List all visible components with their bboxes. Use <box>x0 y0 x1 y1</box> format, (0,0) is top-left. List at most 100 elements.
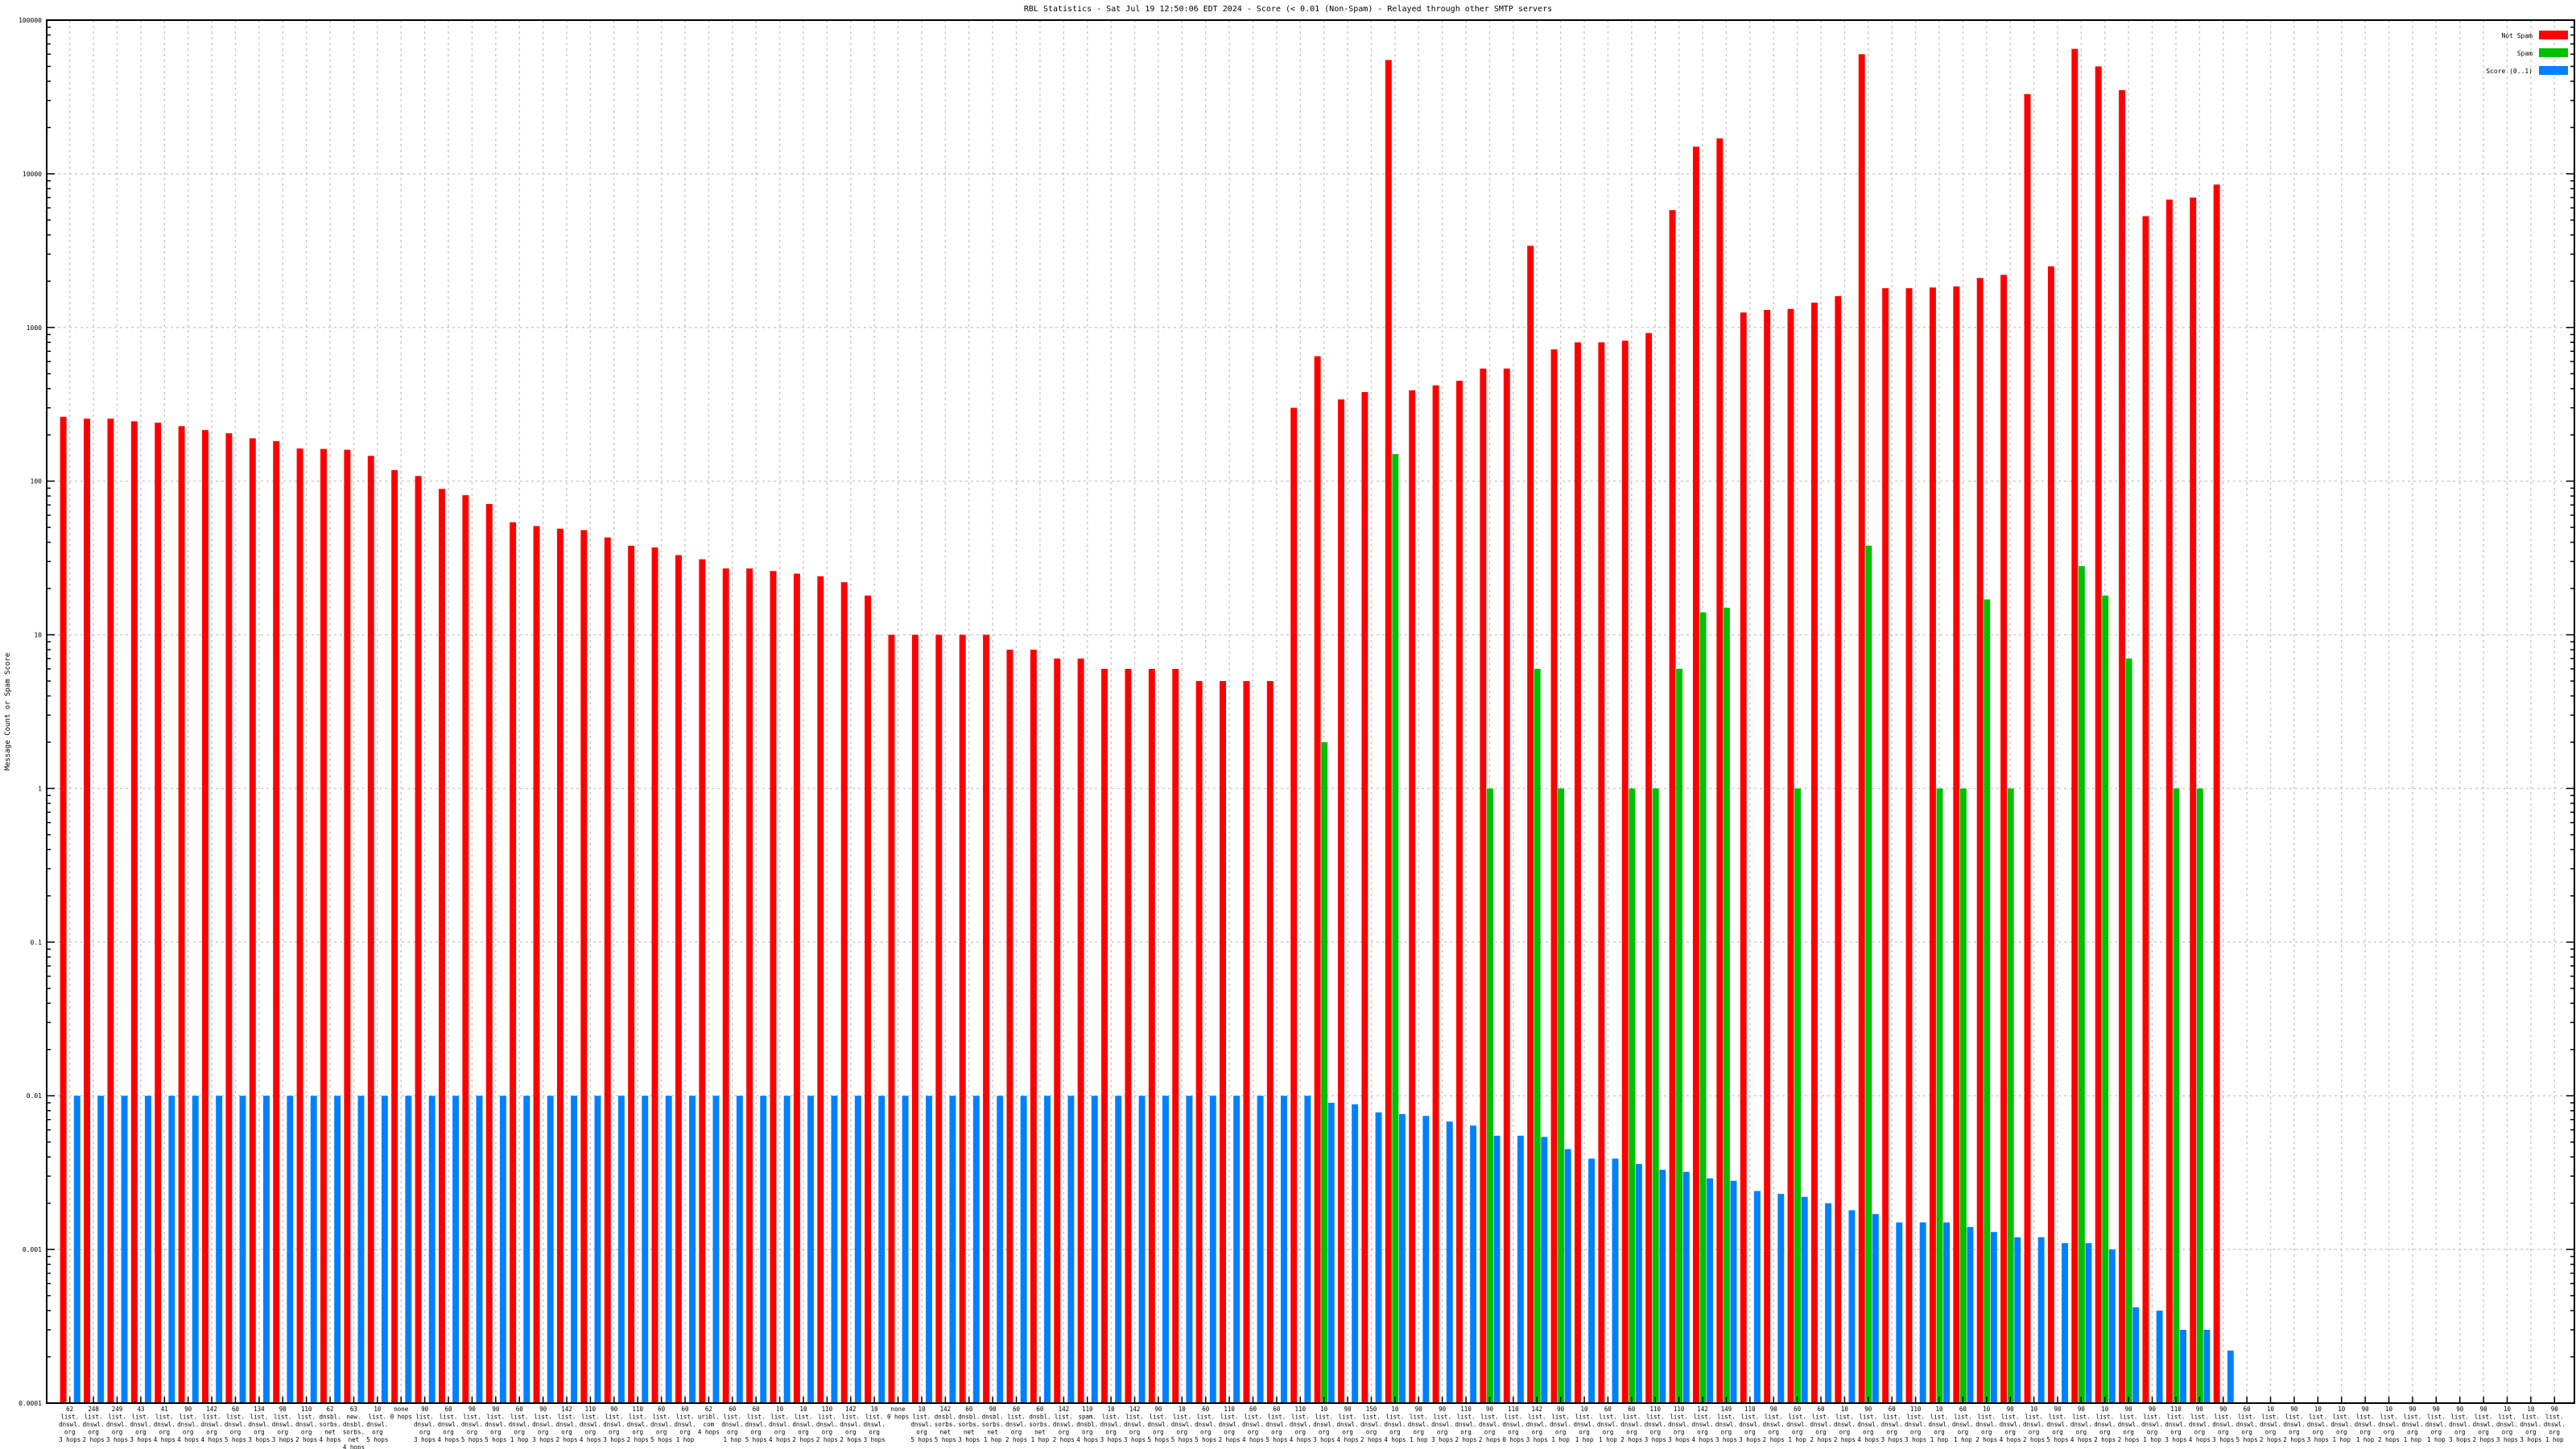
not-spam-bar <box>604 537 611 1403</box>
not-spam-bar <box>556 528 564 1403</box>
not-spam-bar <box>865 595 872 1403</box>
score-bar <box>1422 1116 1430 1403</box>
not-spam-bar <box>1172 668 1179 1403</box>
not-spam-bar <box>1621 341 1629 1404</box>
score-bar <box>1825 1203 1832 1403</box>
not-spam-bar <box>675 555 682 1403</box>
x-tick-label: 60 list. dnswl. org 5 hops <box>745 1406 767 1443</box>
spam-bar <box>1794 788 1802 1403</box>
spam-bar <box>2125 658 2132 1403</box>
not-spam-bar <box>1835 295 1842 1404</box>
score-bar <box>1209 1096 1216 1403</box>
x-tick-label: 90 list. dnswl. org 3 hops <box>1431 1406 1453 1443</box>
x-tick-label: 10 list. dnswl. org 2 hops <box>1975 1406 1997 1443</box>
score-bar <box>1707 1178 1714 1403</box>
x-tick-label: 60 list. dnswl. org 3 hops <box>1881 1406 1903 1443</box>
score-bar <box>1517 1135 1524 1403</box>
not-spam-bar <box>107 419 114 1403</box>
not-spam-bar <box>130 421 138 1404</box>
legend-swatch <box>2539 48 2568 57</box>
x-tick-label: 60 dnsbl. sorbs. net 1 hop <box>1029 1406 1051 1443</box>
x-tick-label: 10 list. dnswl. org 1 hop <box>1928 1406 1950 1443</box>
x-tick-label: 142 list. dnswl. org 2 hops <box>1053 1406 1075 1443</box>
score-bar <box>1919 1222 1926 1403</box>
not-spam-bar <box>2142 216 2149 1403</box>
score-bar <box>1848 1210 1856 1403</box>
not-spam-bar <box>888 634 895 1403</box>
not-spam-bar <box>438 489 445 1403</box>
y-tick-label: 0.001 <box>23 1246 42 1253</box>
x-tick-label: 60 list. dnswl. org 2 hops <box>1810 1406 1831 1443</box>
legend-label: Score (0..1) <box>2486 68 2533 75</box>
y-tick-label: 0.01 <box>27 1092 42 1100</box>
not-spam-bar <box>391 469 398 1403</box>
score-bar <box>287 1096 294 1403</box>
spam-bar <box>1676 668 1683 1403</box>
legend-swatch <box>2539 31 2568 39</box>
score-bar <box>1943 1222 1951 1403</box>
x-tick-label: 10 list. dnswl. org 4 hops <box>769 1406 791 1443</box>
x-tick-label: 110 list. dnswl. org 3 hops <box>1668 1406 1690 1443</box>
x-tick-label: 90 list. dnswl. org 5 hops <box>2046 1406 2068 1443</box>
not-spam-bar <box>793 573 800 1403</box>
y-tick-label: 10 <box>34 632 42 639</box>
score-bar <box>1682 1171 1690 1403</box>
score-bar <box>949 1096 956 1403</box>
score-bar <box>831 1096 838 1403</box>
x-tick-label: 10 list. dnswl. org 3 hops <box>864 1406 886 1443</box>
x-tick-label: 90 list. dnswl. org 1 hop <box>2544 1406 2566 1443</box>
not-spam-bar <box>1480 368 1487 1403</box>
score-bar <box>1091 1096 1098 1403</box>
not-spam-bar <box>1575 342 1581 1403</box>
x-tick-label: 142 list. dnswl. org 4 hops <box>201 1406 223 1443</box>
x-tick-label: 60 list. dnswl. org 1 hop <box>509 1406 530 1443</box>
score-bar <box>73 1096 80 1403</box>
x-tick-label: 60 list. dnswl. org 4 hops <box>437 1406 459 1443</box>
score-bar <box>1044 1096 1051 1403</box>
score-bar <box>689 1096 696 1403</box>
x-tick-label: 60 dnsbl. sorbs. net 3 hops <box>958 1406 980 1443</box>
spam-bar <box>2173 788 2180 1403</box>
x-tick-label: 10 list. dnswl. org 2 hops <box>2094 1406 2116 1443</box>
score-bar <box>1896 1222 1903 1403</box>
score-bar <box>642 1096 649 1403</box>
score-bar <box>783 1096 791 1403</box>
not-spam-bar <box>1148 668 1155 1403</box>
chart-title: RBL Statistics - Sat Jul 19 12:50:06 EDT… <box>1024 5 1552 14</box>
x-tick-label: 142 list. dnswl. org 3 hops <box>1124 1406 1146 1443</box>
x-tick-label: 110 list. dnswl. org 2 hops <box>1219 1406 1241 1443</box>
not-spam-bar <box>1125 668 1132 1403</box>
x-tick-label: 248 list. dnswl. org 2 hops <box>83 1406 105 1443</box>
x-tick-label: 149 list. dnswl. org 3 hops <box>1715 1406 1737 1443</box>
x-tick-label: 90 list. dnswl. org 3 hops <box>2212 1406 2234 1443</box>
not-spam-bar <box>840 582 848 1403</box>
x-tick-label: 249 list. dnswl. org 3 hops <box>106 1406 128 1443</box>
score-bar <box>381 1096 388 1403</box>
x-tick-label: 10 list. dnswl. org 3 hops <box>1100 1406 1122 1443</box>
not-spam-bar <box>2000 275 2008 1403</box>
x-tick-label: 110 list. dnswl. org 3 hops <box>1739 1406 1761 1443</box>
legend-label: Spam <box>2517 50 2533 57</box>
not-spam-bar <box>1101 668 1108 1403</box>
score-bar <box>1352 1104 1359 1403</box>
not-spam-bar <box>651 547 658 1403</box>
y-tick-label: 10000 <box>23 171 42 178</box>
not-spam-bar <box>2190 197 2197 1403</box>
not-spam-bar <box>2047 266 2054 1404</box>
x-tick-label: 90 dnsbl. sorbs. net 1 hop <box>982 1406 1004 1443</box>
y-tick-label: 0.0001 <box>19 1400 42 1407</box>
y-axis-label: Message Count or Spam Score <box>4 653 12 770</box>
not-spam-bar <box>1314 356 1321 1404</box>
y-tick-label: 100 <box>31 478 43 485</box>
not-spam-bar <box>1858 54 1865 1403</box>
y-tick-label: 1000 <box>27 324 42 332</box>
not-spam-bar <box>1953 286 1960 1404</box>
spam-bar <box>1723 607 1730 1403</box>
not-spam-bar <box>1527 246 1534 1404</box>
not-spam-bar <box>983 634 990 1403</box>
plot-frame <box>46 19 2575 1404</box>
score-bar <box>878 1096 886 1403</box>
not-spam-bar <box>1338 399 1344 1403</box>
x-tick-label: 10 list. dnswl. org 2 hops <box>1834 1406 1856 1443</box>
